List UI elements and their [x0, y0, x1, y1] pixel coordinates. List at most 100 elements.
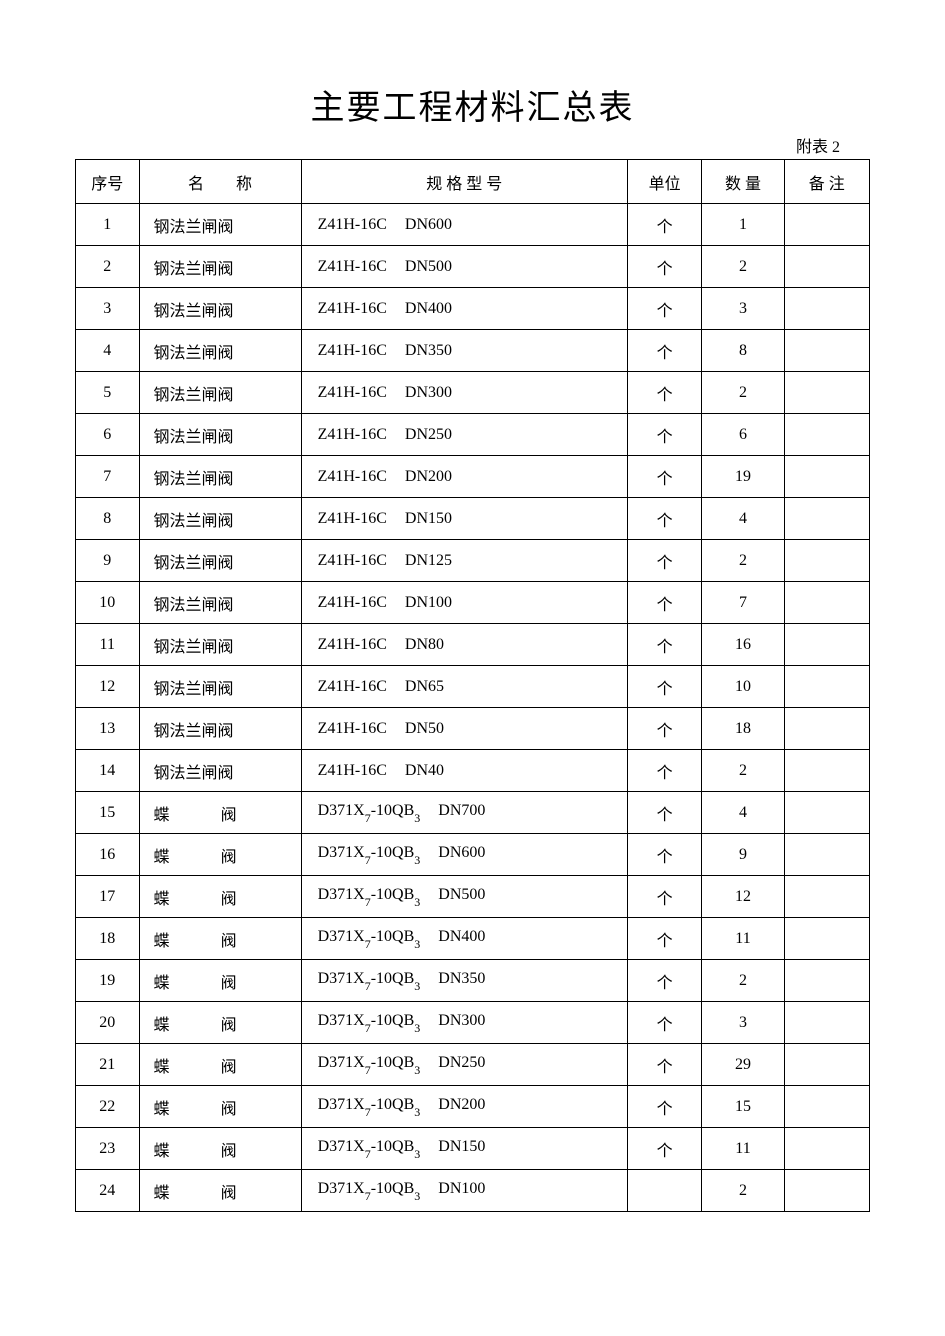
cell-unit: 个 — [627, 708, 701, 750]
cell-seq: 3 — [76, 288, 140, 330]
name-part-a: 蝶 — [154, 969, 170, 993]
cell-seq: 22 — [76, 1086, 140, 1128]
table-header-row: 序号 名 称 规 格 型 号 单位 数 量 备 注 — [76, 160, 870, 204]
spec-sub2: 3 — [414, 1147, 420, 1161]
spec-mid: -10QB — [371, 802, 415, 819]
cell-seq: 24 — [76, 1170, 140, 1212]
cell-spec: Z41H-16CDN50 — [301, 708, 627, 750]
spec-part-a: D371X — [318, 1096, 365, 1113]
cell-note — [784, 1128, 869, 1170]
spec-sub1: 7 — [365, 895, 371, 909]
table-row: 1钢法兰闸阀Z41H-16CDN600个1 — [76, 204, 870, 246]
cell-note — [784, 960, 869, 1002]
spec-part-a: D371X — [318, 1138, 365, 1155]
cell-qty: 2 — [702, 960, 784, 1002]
cell-spec: D371X7-10QB3 DN100 — [301, 1170, 627, 1212]
spec-part-b: DN65 — [405, 678, 444, 695]
cell-note — [784, 834, 869, 876]
table-row: 23蝶阀D371X7-10QB3DN150个11 — [76, 1128, 870, 1170]
col-header-qty: 数 量 — [702, 160, 784, 204]
cell-note — [784, 540, 869, 582]
table-row: 17蝶阀D371X7-10QB3DN500个12 — [76, 876, 870, 918]
table-row: 21蝶阀D371X7-10QB3DN250个29 — [76, 1044, 870, 1086]
cell-note — [784, 666, 869, 708]
cell-unit: 个 — [627, 540, 701, 582]
cell-name: 钢法兰闸阀 — [139, 666, 301, 708]
spec-sub1: 7 — [365, 1189, 371, 1203]
cell-qty: 8 — [702, 330, 784, 372]
name-part-b: 阀 — [221, 885, 237, 909]
spec-part-a: D371X — [318, 1054, 365, 1071]
spec-part-b: DN40 — [405, 762, 444, 779]
cell-qty: 2 — [702, 540, 784, 582]
name-part-a: 蝶 — [154, 885, 170, 909]
spec-sub2: 3 — [414, 1021, 420, 1035]
name-part-a: 蝶 — [154, 801, 170, 825]
cell-qty: 1 — [702, 204, 784, 246]
annex-label: 附表 2 — [796, 133, 840, 157]
spec-sub1: 7 — [365, 1147, 371, 1161]
cell-seq: 17 — [76, 876, 140, 918]
col-header-seq: 序号 — [76, 160, 140, 204]
spec-sub1: 7 — [365, 979, 371, 993]
spec-mid: -10QB — [371, 1012, 415, 1029]
spec-part-a: D371X — [318, 844, 365, 861]
cell-unit: 个 — [627, 624, 701, 666]
cell-note — [784, 1044, 869, 1086]
name-part-b: 阀 — [221, 1011, 237, 1035]
spec-part-a: Z41H-16C — [318, 258, 387, 275]
table-row: 15蝶阀D371X7-10QB3DN700个4 — [76, 792, 870, 834]
spec-part-a: Z41H-16C — [318, 762, 387, 779]
name-part-b: 阀 — [221, 1095, 237, 1119]
cell-note — [784, 498, 869, 540]
spec-mid: -10QB — [371, 1180, 415, 1197]
cell-spec: D371X7-10QB3DN250 — [301, 1044, 627, 1086]
spec-part-a: Z41H-16C — [318, 552, 387, 569]
name-part-a: 蝶 — [154, 1095, 170, 1119]
cell-unit: 个 — [627, 498, 701, 540]
spec-sub1: 7 — [365, 1063, 371, 1077]
spec-part-a: Z41H-16C — [318, 720, 387, 737]
spec-part-b: DN200 — [438, 1096, 485, 1113]
cell-seq: 12 — [76, 666, 140, 708]
cell-unit: 个 — [627, 750, 701, 792]
cell-note — [784, 624, 869, 666]
table-row: 6钢法兰闸阀Z41H-16CDN250个6 — [76, 414, 870, 456]
table-row: 3钢法兰闸阀Z41H-16CDN400个3 — [76, 288, 870, 330]
name-part-a: 蝶 — [154, 1179, 170, 1203]
cell-spec: Z41H-16CDN200 — [301, 456, 627, 498]
spec-part-b: DN100 — [438, 1180, 485, 1197]
spec-sub1: 7 — [365, 1105, 371, 1119]
spec-mid: -10QB — [371, 928, 415, 945]
cell-seq: 16 — [76, 834, 140, 876]
cell-qty: 2 — [702, 246, 784, 288]
cell-qty: 2 — [702, 372, 784, 414]
cell-spec: D371X7-10QB3DN350 — [301, 960, 627, 1002]
cell-unit: 个 — [627, 456, 701, 498]
name-part-a: 蝶 — [154, 843, 170, 867]
spec-sub2: 3 — [414, 1189, 420, 1203]
table-row: 5钢法兰闸阀Z41H-16CDN300个2 — [76, 372, 870, 414]
cell-note — [784, 918, 869, 960]
cell-seq: 2 — [76, 246, 140, 288]
spec-part-b: DN125 — [405, 552, 452, 569]
spec-part-b: DN250 — [438, 1054, 485, 1071]
cell-name: 钢法兰闸阀 — [139, 372, 301, 414]
cell-seq: 10 — [76, 582, 140, 624]
spec-part-a: Z41H-16C — [318, 300, 387, 317]
cell-unit: 个 — [627, 834, 701, 876]
table-row: 11钢法兰闸阀Z41H-16CDN80个16 — [76, 624, 870, 666]
cell-qty: 2 — [702, 1170, 784, 1212]
cell-name: 蝶阀 — [139, 1002, 301, 1044]
cell-qty: 16 — [702, 624, 784, 666]
cell-note — [784, 1086, 869, 1128]
cell-spec: Z41H-16C DN40 — [301, 750, 627, 792]
name-part-b: 阀 — [221, 1137, 237, 1161]
spec-part-a: Z41H-16C — [318, 426, 387, 443]
table-row: 16蝶阀D371X7-10QB3DN600个9 — [76, 834, 870, 876]
spec-part-a: D371X — [318, 1180, 365, 1197]
spec-sub1: 7 — [365, 853, 371, 867]
cell-unit: 个 — [627, 246, 701, 288]
spec-sub2: 3 — [414, 937, 420, 951]
table-row: 18蝶阀D371X7-10QB3DN400个11 — [76, 918, 870, 960]
